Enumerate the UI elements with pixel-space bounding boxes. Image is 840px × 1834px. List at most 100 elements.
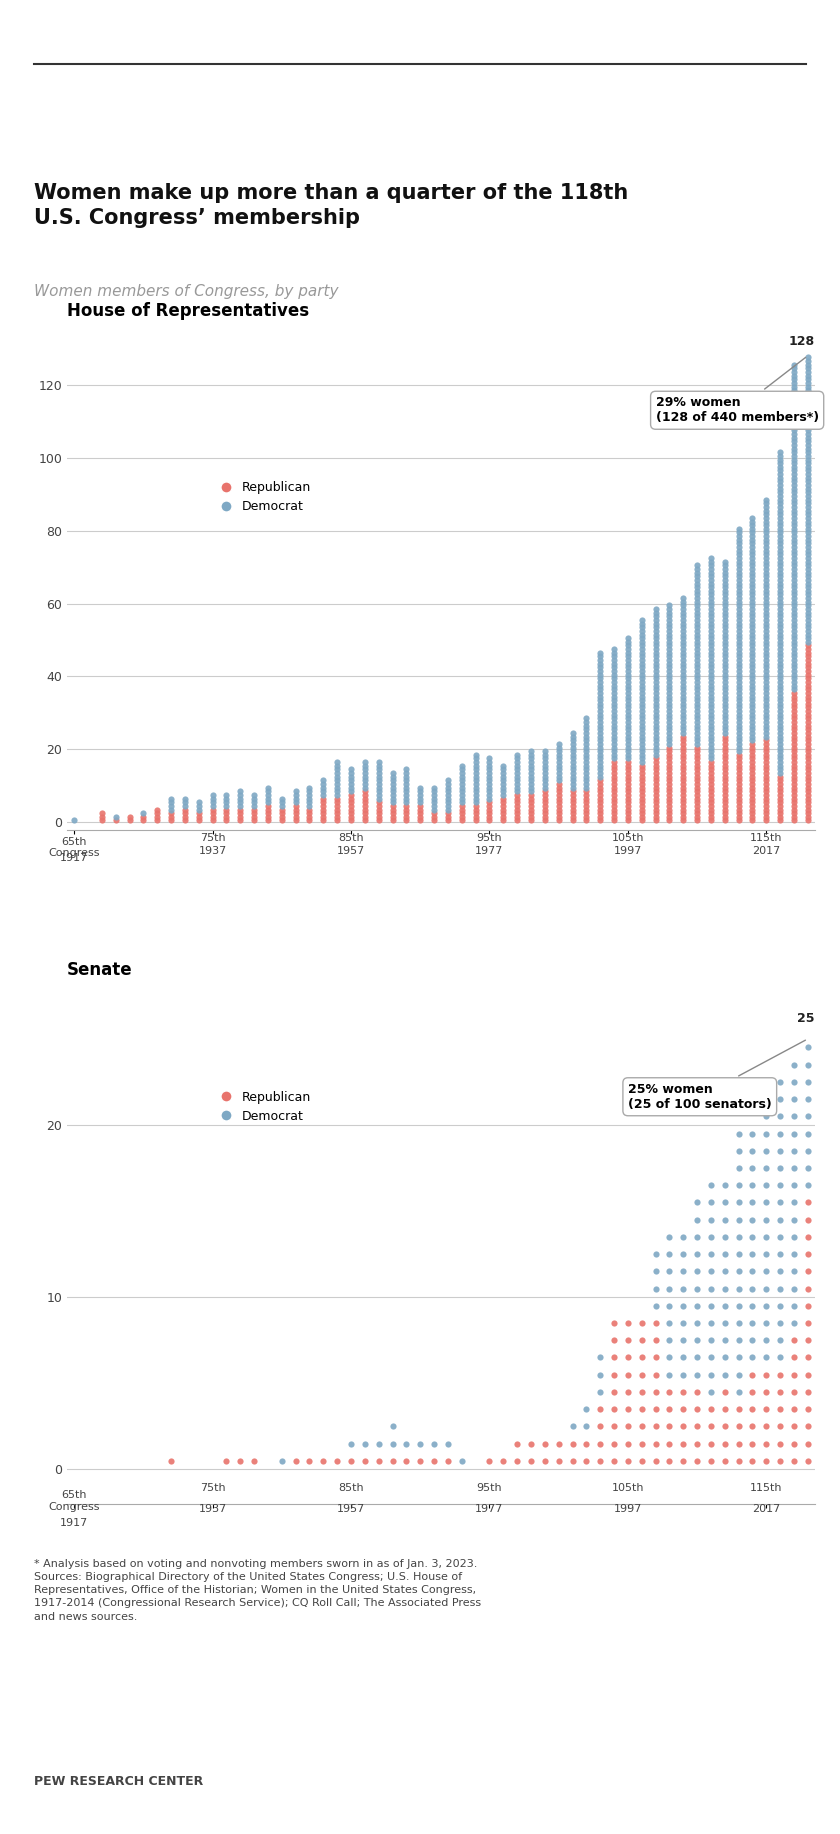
Point — [746, 565, 759, 594]
Point — [746, 554, 759, 583]
Point — [580, 726, 593, 756]
Point — [594, 1447, 607, 1476]
Point — [787, 768, 801, 798]
Point — [594, 1412, 607, 1442]
Point — [774, 609, 787, 638]
Point — [676, 653, 690, 682]
Point — [774, 1308, 787, 1337]
Point — [704, 649, 717, 679]
Point — [690, 660, 704, 690]
Point — [718, 759, 732, 789]
Point — [746, 1361, 759, 1390]
Text: 1977: 1977 — [475, 845, 504, 856]
Point — [801, 737, 815, 767]
Point — [594, 759, 607, 789]
Point — [787, 1119, 801, 1148]
Point — [524, 768, 538, 798]
Point — [718, 605, 732, 635]
Point — [732, 756, 745, 785]
Point — [441, 1447, 454, 1476]
Point — [801, 521, 815, 550]
Point — [330, 783, 344, 812]
Point — [718, 627, 732, 657]
Point — [746, 503, 759, 532]
Point — [594, 657, 607, 686]
Point — [759, 550, 773, 580]
Point — [774, 1412, 787, 1442]
Text: 75th: 75th — [200, 1484, 225, 1493]
Point — [289, 787, 302, 816]
Point — [801, 499, 815, 528]
Point — [690, 642, 704, 671]
Point — [787, 488, 801, 517]
Point — [787, 1447, 801, 1476]
Point — [344, 763, 358, 792]
Point — [787, 745, 801, 774]
Point — [676, 1308, 690, 1337]
Point — [801, 723, 815, 752]
Point — [732, 635, 745, 664]
Point — [594, 787, 607, 816]
Point — [302, 801, 316, 831]
Point — [774, 756, 787, 785]
Point — [732, 587, 745, 616]
Point — [621, 682, 635, 712]
Point — [801, 442, 815, 471]
Point — [594, 675, 607, 704]
Point — [704, 598, 717, 627]
Point — [774, 646, 787, 675]
Point — [787, 398, 801, 427]
Point — [469, 768, 482, 798]
Point — [690, 697, 704, 726]
Point — [759, 1394, 773, 1423]
Point — [234, 790, 247, 820]
Point — [455, 783, 469, 812]
Text: 2017: 2017 — [752, 845, 780, 856]
Point — [774, 801, 787, 831]
Point — [621, 756, 635, 785]
Point — [732, 1377, 745, 1407]
Point — [386, 767, 399, 796]
Point — [787, 613, 801, 642]
Point — [759, 682, 773, 712]
Point — [358, 776, 371, 805]
Point — [648, 752, 662, 781]
Point — [330, 805, 344, 834]
Point — [704, 756, 717, 785]
Point — [607, 693, 621, 723]
Point — [718, 576, 732, 605]
Point — [732, 1342, 745, 1372]
Point — [787, 438, 801, 468]
Point — [663, 798, 676, 827]
Point — [787, 657, 801, 686]
Point — [524, 1447, 538, 1476]
Point — [759, 1240, 773, 1269]
Point — [607, 798, 621, 827]
Point — [150, 794, 164, 823]
Point — [594, 763, 607, 792]
Point — [759, 499, 773, 528]
Point — [400, 798, 413, 827]
Point — [787, 543, 801, 572]
Point — [594, 638, 607, 668]
Point — [704, 635, 717, 664]
Point — [718, 649, 732, 679]
Point — [801, 460, 815, 490]
Point — [690, 719, 704, 748]
Point — [732, 697, 745, 726]
Point — [774, 1447, 787, 1476]
Point — [787, 598, 801, 627]
Point — [566, 741, 580, 770]
Point — [261, 794, 275, 823]
Point — [538, 768, 552, 798]
Point — [787, 565, 801, 594]
Point — [801, 473, 815, 503]
Point — [732, 605, 745, 635]
Point — [774, 693, 787, 723]
Point — [663, 708, 676, 737]
Point — [759, 675, 773, 704]
Point — [621, 737, 635, 767]
Point — [580, 794, 593, 823]
Point — [801, 402, 815, 431]
Point — [663, 704, 676, 734]
